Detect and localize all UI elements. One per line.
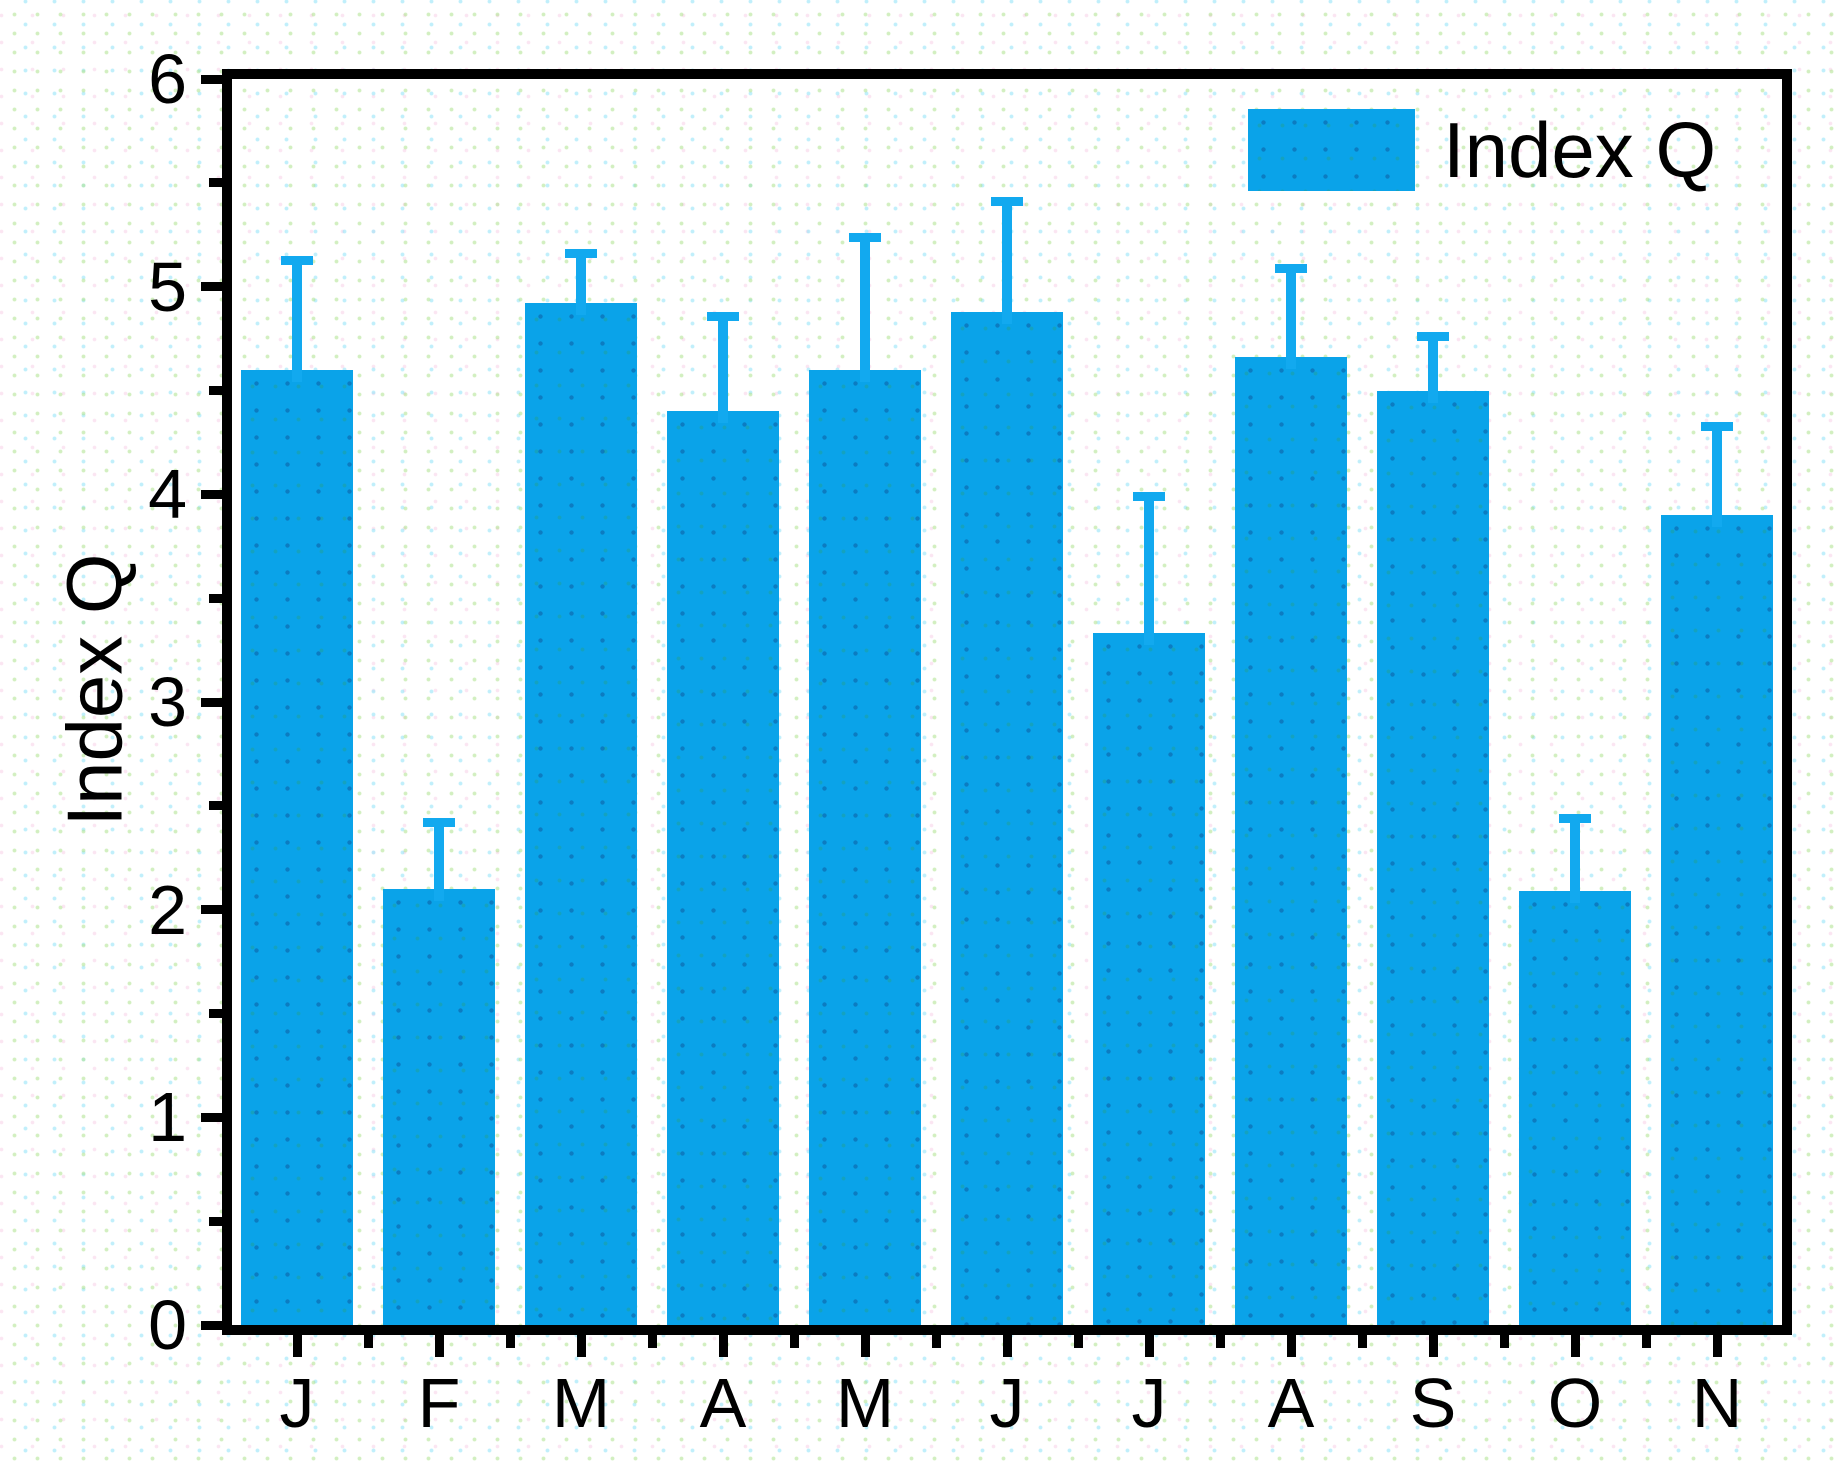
x-axis-minor-tick xyxy=(1357,1335,1367,1348)
bar xyxy=(667,411,779,1325)
x-axis-minor-tick xyxy=(1215,1335,1225,1348)
y-axis-major-tick xyxy=(201,697,222,707)
y-tick-label: 1 xyxy=(148,1078,187,1157)
error-bar-line xyxy=(576,254,586,316)
error-bar-cap xyxy=(1417,332,1449,342)
x-axis-minor-tick xyxy=(931,1335,941,1348)
x-tick-label: S xyxy=(1409,1364,1457,1442)
error-bar-line xyxy=(434,823,444,901)
y-tick-label: 4 xyxy=(148,455,187,534)
error-bar-cap xyxy=(281,255,313,265)
y-tick-label: 0 xyxy=(148,1286,187,1364)
x-axis-minor-tick xyxy=(1641,1335,1651,1348)
y-axis-major-tick xyxy=(201,905,222,915)
x-tick-label: M xyxy=(551,1364,611,1442)
bar xyxy=(1235,357,1347,1325)
error-bar-line xyxy=(292,260,302,382)
error-bar-line xyxy=(1286,268,1296,370)
error-bar-cap xyxy=(1701,421,1733,431)
x-axis-major-tick xyxy=(1144,1335,1154,1357)
x-axis-major-tick xyxy=(434,1335,444,1357)
y-axis-major-tick xyxy=(201,1112,222,1122)
bar xyxy=(1661,515,1773,1325)
x-axis-major-tick xyxy=(1570,1335,1580,1357)
error-bar-cap xyxy=(565,249,597,259)
x-axis-minor-tick xyxy=(789,1335,799,1348)
x-axis-minor-tick xyxy=(1499,1335,1509,1348)
x-axis-major-tick xyxy=(1002,1335,1012,1357)
y-axis-minor-tick xyxy=(209,178,222,188)
x-tick-label: A xyxy=(699,1364,747,1442)
error-bar-line xyxy=(1002,202,1012,324)
x-tick-label: O xyxy=(1547,1364,1603,1442)
y-axis-major-tick xyxy=(201,282,222,292)
x-tick-label: F xyxy=(417,1364,461,1442)
x-axis-major-tick xyxy=(576,1335,586,1357)
y-tick-label: 2 xyxy=(148,870,187,949)
bar xyxy=(383,888,495,1325)
y-axis-major-tick xyxy=(201,1320,222,1330)
error-bar-line xyxy=(1144,497,1154,646)
error-bar-line xyxy=(860,237,870,382)
legend: Index Q xyxy=(1248,108,1716,192)
legend-swatch xyxy=(1248,109,1415,191)
x-tick-label: A xyxy=(1267,1364,1315,1442)
x-axis-major-tick xyxy=(1428,1335,1438,1357)
error-bar-cap xyxy=(423,818,455,828)
error-bar-cap xyxy=(1133,492,1165,502)
x-tick-label: N xyxy=(1691,1364,1743,1442)
y-tick-label: 5 xyxy=(148,247,187,326)
x-axis-major-tick xyxy=(1286,1335,1296,1357)
x-axis-major-tick xyxy=(718,1335,728,1357)
error-bar-cap xyxy=(991,197,1023,207)
x-axis-minor-tick xyxy=(505,1335,515,1348)
x-tick-label: J xyxy=(989,1364,1025,1442)
y-axis-minor-tick xyxy=(209,801,222,811)
legend-label: Index Q xyxy=(1443,106,1717,194)
x-axis-major-tick xyxy=(292,1335,302,1357)
error-bar-cap xyxy=(1559,814,1591,824)
x-axis-minor-tick xyxy=(647,1335,657,1348)
y-axis-minor-tick xyxy=(209,1216,222,1226)
y-axis-minor-tick xyxy=(209,593,222,603)
x-axis-minor-tick xyxy=(363,1335,373,1348)
error-bar-line xyxy=(1428,337,1438,403)
error-bar-cap xyxy=(849,232,881,242)
y-axis-major-tick xyxy=(201,489,222,499)
x-tick-label: J xyxy=(1131,1364,1167,1442)
bar xyxy=(525,303,637,1325)
bar xyxy=(1519,890,1631,1325)
bar xyxy=(809,369,921,1325)
y-axis-major-tick xyxy=(201,74,222,84)
x-tick-label: M xyxy=(835,1364,895,1442)
y-tick-label: 3 xyxy=(148,663,187,741)
bar xyxy=(241,369,353,1325)
bar xyxy=(1093,633,1205,1325)
bar xyxy=(1377,390,1489,1325)
error-bar-line xyxy=(718,316,728,424)
bar xyxy=(951,311,1063,1325)
x-tick-label: J xyxy=(279,1364,315,1442)
y-tick-label: 6 xyxy=(148,40,187,118)
y-axis-minor-tick xyxy=(209,1009,222,1018)
y-axis-minor-tick xyxy=(209,386,222,395)
x-axis-major-tick xyxy=(860,1335,870,1357)
x-axis-minor-tick xyxy=(1073,1335,1083,1348)
error-bar-cap xyxy=(707,311,739,321)
error-bar-cap xyxy=(1275,263,1307,273)
x-axis-major-tick xyxy=(1712,1335,1722,1357)
error-bar-line xyxy=(1570,819,1580,903)
error-bar-line xyxy=(1712,426,1722,528)
